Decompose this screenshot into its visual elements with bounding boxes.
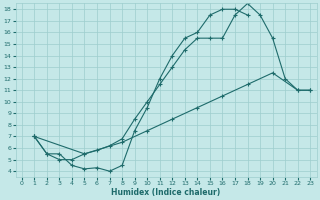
X-axis label: Humidex (Indice chaleur): Humidex (Indice chaleur)	[111, 188, 221, 197]
